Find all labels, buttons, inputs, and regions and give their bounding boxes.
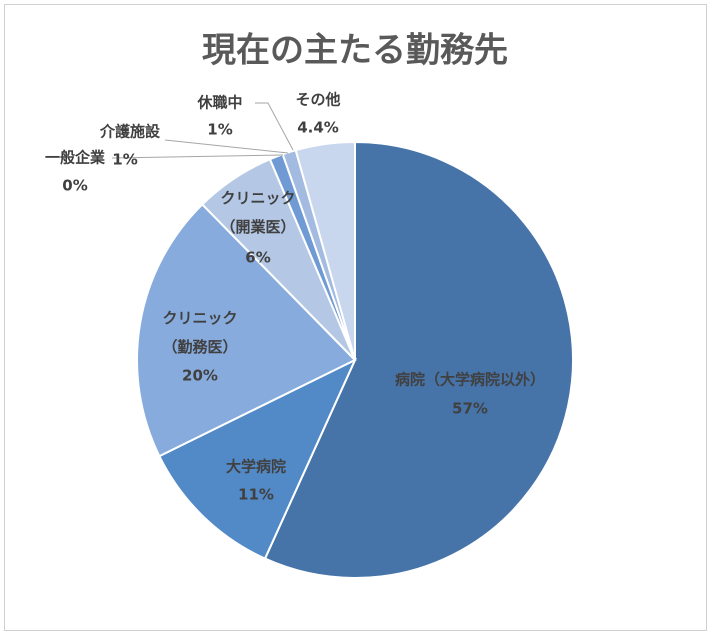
value-label: 1% xyxy=(112,151,137,169)
value-label: 6% xyxy=(245,249,270,267)
category-label-line: クリニック xyxy=(220,189,295,207)
value-label: 11% xyxy=(238,486,274,504)
leader-line xyxy=(164,139,289,154)
category-label: その他 xyxy=(295,91,340,109)
category-label-line: （開業医） xyxy=(220,218,295,236)
chart-title: 現在の主たる勤務先 xyxy=(202,31,508,71)
category-label: 病院（大学病院以外） xyxy=(395,371,545,389)
leader-line xyxy=(111,154,284,159)
category-label: 介護施設 xyxy=(99,123,161,141)
pie-slice xyxy=(294,140,356,361)
pie-slice xyxy=(158,357,358,560)
category-label: 大学病院 xyxy=(226,458,286,476)
category-label: クリニック （開業医） xyxy=(220,189,295,236)
category-label: 一般企業 xyxy=(45,149,106,167)
value-label: 20% xyxy=(182,367,218,385)
value-label: 1% xyxy=(207,121,232,139)
category-label: 休職中 xyxy=(196,94,242,112)
category-label-line: クリニック xyxy=(162,309,237,327)
value-label: 57% xyxy=(452,400,488,418)
leader-line xyxy=(255,102,294,151)
category-label-line: （勤務医） xyxy=(162,338,237,356)
value-label: 0% xyxy=(62,177,87,195)
pie-slice xyxy=(263,140,574,579)
category-label: クリニック （勤務医） xyxy=(162,309,237,356)
value-label: 4.4% xyxy=(297,119,339,137)
pie-slice xyxy=(136,202,357,458)
